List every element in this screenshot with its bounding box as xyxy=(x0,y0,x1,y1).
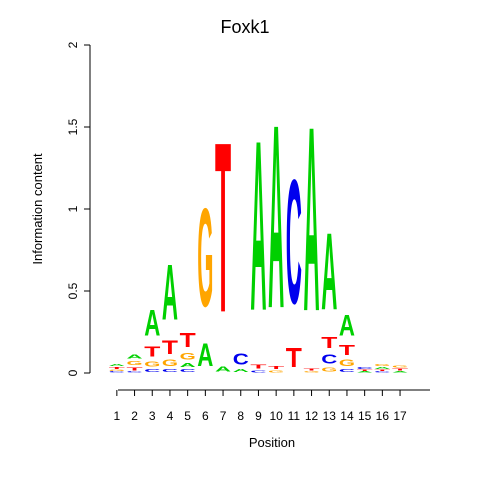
logo-letter-T: T xyxy=(127,367,144,372)
y-axis: 0 0.5 1 1.5 2 xyxy=(66,41,91,376)
logo-letter-A: A xyxy=(339,308,355,342)
logo-letter-G: G xyxy=(127,360,143,367)
logo-letter-A: A xyxy=(197,337,213,373)
logo-letter-G: G xyxy=(109,370,125,372)
logo-letter-A: A xyxy=(162,249,178,337)
logo-letter-T: T xyxy=(304,368,321,371)
logo-letter-C: C xyxy=(162,368,179,373)
x-tick-label: 5 xyxy=(184,409,191,423)
logo-letter-G: G xyxy=(339,359,355,368)
logo-letter-C: C xyxy=(321,351,337,366)
logo-letter-T: T xyxy=(286,341,303,373)
x-tick-label: 16 xyxy=(376,409,390,423)
logo-letter-A: A xyxy=(304,72,320,367)
x-tick-label: 9 xyxy=(255,409,262,423)
logo-letter-T: T xyxy=(357,370,374,372)
logo-letter-C: C xyxy=(233,350,249,368)
x-tick-label: 7 xyxy=(220,409,227,423)
x-tick-label: 10 xyxy=(269,409,283,423)
logo-letter-C: C xyxy=(250,370,267,373)
x-tick-label: 15 xyxy=(358,409,372,423)
logo-letter-A: A xyxy=(268,72,284,364)
x-tick-label: 13 xyxy=(323,409,337,423)
x-tick-label: 17 xyxy=(393,409,407,423)
logo-letter-T: T xyxy=(268,365,285,370)
logo-letter-G: G xyxy=(268,370,284,373)
logo-letter-T: T xyxy=(180,330,197,353)
logo-letter-A: A xyxy=(392,371,408,373)
x-tick-label: 6 xyxy=(202,409,209,423)
x-tick-label: 11 xyxy=(288,409,301,423)
logo-letter-T: T xyxy=(339,342,355,358)
x-axis: 1 2 3 4 5 6 7 8 9 10 11 12 13 14 15 16 17 xyxy=(114,389,430,423)
logo-letter-T: T xyxy=(109,366,126,369)
logo-letter-C: C xyxy=(180,368,197,373)
logo-letter-T: T xyxy=(162,337,178,359)
logo-letter-A: A xyxy=(109,363,126,366)
logo-letter-C: C xyxy=(286,143,302,341)
logo-letter-C: C xyxy=(109,371,125,373)
y-axis-label: Information content xyxy=(30,153,45,265)
logo-letter-G: G xyxy=(392,365,408,368)
logo-letter-C: C xyxy=(144,368,161,373)
logo-letter-A: A xyxy=(321,210,337,333)
logo-letter-C: C xyxy=(374,371,390,373)
y-tick-label: 0 xyxy=(66,369,80,376)
y-tick-label: 1.5 xyxy=(66,118,80,135)
x-tick-label: 12 xyxy=(305,409,319,423)
y-tick-label: 0.5 xyxy=(66,282,80,299)
x-tick-label: 14 xyxy=(340,409,354,423)
x-tick-label: 2 xyxy=(131,409,138,423)
logo-letter-G: G xyxy=(304,371,320,373)
chart-title: Foxk1 xyxy=(220,17,269,37)
logo-letter-T: T xyxy=(392,368,409,371)
logo-letter-A: A xyxy=(215,365,231,373)
logo-letter-A: A xyxy=(180,362,196,368)
y-tick-label: 2 xyxy=(66,41,80,48)
logo-letter-A: A xyxy=(250,90,266,362)
x-tick-label: 4 xyxy=(167,409,174,423)
x-tick-label: 1 xyxy=(114,409,121,423)
logo-letter-C: C xyxy=(339,368,356,373)
logo-letter-A: A xyxy=(357,371,373,373)
logo-letter-A: A xyxy=(233,368,250,373)
y-tick-label: 1 xyxy=(66,205,80,212)
logo-letter-G: G xyxy=(180,352,196,361)
logo-letter-C: C xyxy=(357,367,374,370)
x-tick-label: 3 xyxy=(149,409,156,423)
x-tick-label: 8 xyxy=(237,409,244,423)
logo-letter-T: T xyxy=(144,344,160,360)
logo-letter-T: T xyxy=(321,333,338,351)
logo-letter-C: C xyxy=(127,371,143,373)
logo-letter-G: G xyxy=(374,363,390,366)
logo-letter-A: A xyxy=(144,304,160,344)
logo-letter-T: T xyxy=(374,370,391,372)
logo-letter-T: T xyxy=(250,364,267,370)
logo-letter-G: G xyxy=(144,360,160,368)
logo-letter-G: G xyxy=(162,359,178,368)
x-axis-label: Position xyxy=(249,435,295,450)
logo-letter-A: A xyxy=(127,354,143,360)
logo-letter-A: A xyxy=(374,367,391,370)
logo-letter-G: G xyxy=(197,180,213,337)
logo-letter-G: G xyxy=(321,367,337,374)
logo-letter-T: T xyxy=(215,91,231,364)
